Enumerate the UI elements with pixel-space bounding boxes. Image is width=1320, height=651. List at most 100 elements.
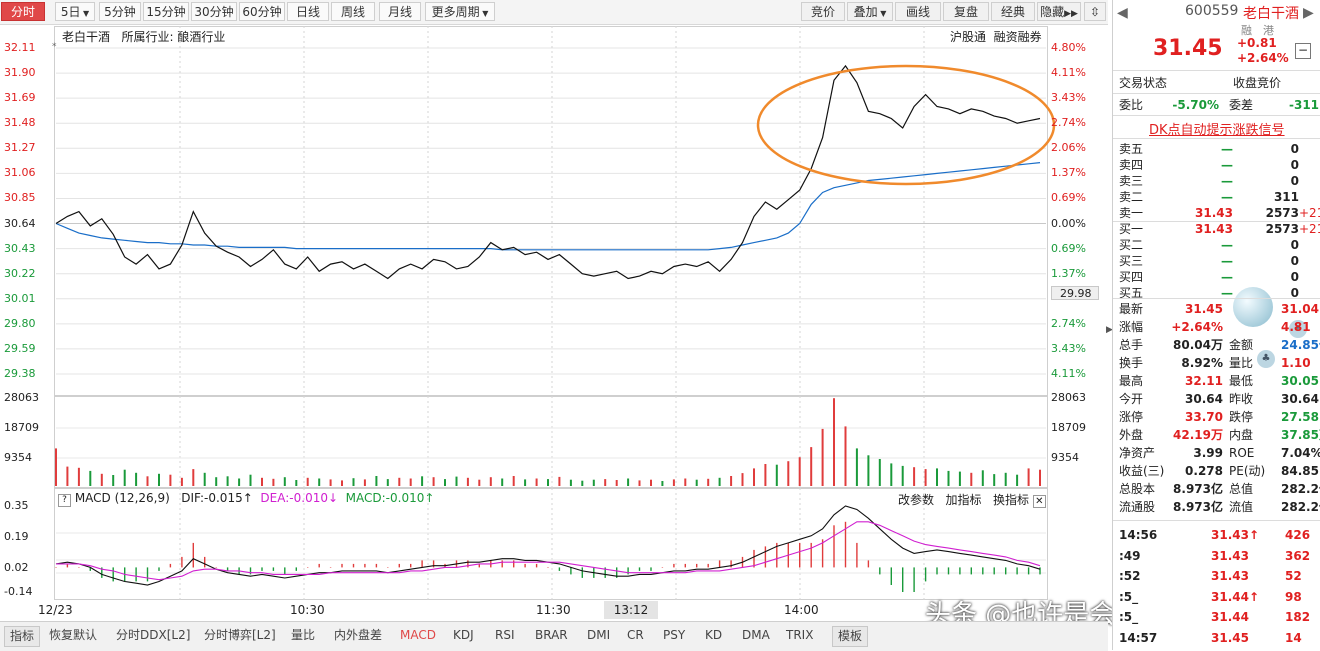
edit-params-button[interactable]: 改参数 xyxy=(898,493,935,507)
macd-bar xyxy=(890,567,892,585)
tab-template[interactable]: 模板 xyxy=(832,626,869,647)
macd-bar xyxy=(249,567,252,575)
price-change: +0.81 xyxy=(1237,36,1277,50)
stat-label: ROE xyxy=(1229,446,1255,460)
price-tick-left: 31.90 xyxy=(4,66,36,80)
volume-bar xyxy=(913,467,916,486)
stat-value: 31.04 xyxy=(1281,302,1319,316)
price-tick-left: 30.43 xyxy=(4,241,36,255)
buy-level-volume: 2573 xyxy=(1265,222,1299,236)
volume-bar xyxy=(261,477,263,486)
tab-daily[interactable]: 日线 xyxy=(287,2,329,21)
tab-cr[interactable]: CR xyxy=(627,628,644,642)
macd-bar xyxy=(867,560,870,568)
tab-psy[interactable]: PSY xyxy=(663,628,686,642)
macd-bar xyxy=(696,563,698,568)
hide-button[interactable]: 隐藏▶▶ xyxy=(1037,2,1081,21)
asterisk-icon: * xyxy=(52,42,57,52)
tab-dmi[interactable]: DMI xyxy=(587,628,611,642)
settings-icon[interactable]: ⇳ xyxy=(1084,2,1106,21)
tab-trix[interactable]: TRIX xyxy=(786,628,814,642)
tab-indicator[interactable]: 指标 xyxy=(4,626,41,647)
tab-restore-default[interactable]: 恢复默认 xyxy=(49,628,98,642)
tab-weekly[interactable]: 周线 xyxy=(331,2,375,21)
sell-level-volume: 311 xyxy=(1273,190,1299,204)
tab-game[interactable]: 分时博弈[L2] xyxy=(204,628,276,642)
macd-value: MACD:-0.010 xyxy=(345,491,425,505)
price-tick-right: 3.43% xyxy=(1051,341,1086,355)
stock-info-line: 老白干酒 所属行业: 酿酒行业 xyxy=(62,28,225,45)
price-tick-left: 31.48 xyxy=(4,116,36,130)
macd-bar xyxy=(1016,567,1018,575)
stat-label: 跌停 xyxy=(1229,410,1254,424)
tab-inner-outer[interactable]: 内外盘差 xyxy=(334,628,383,642)
tab-60min[interactable]: 60分钟 xyxy=(239,2,285,21)
help-icon[interactable]: ? xyxy=(58,494,71,507)
tab-ddx[interactable]: 分时DDX[L2] xyxy=(116,628,191,642)
buy-level-price: — xyxy=(1221,270,1233,284)
volume-bar xyxy=(569,479,572,486)
tag-margin[interactable]: 融资融券 xyxy=(993,30,1042,44)
tab-15min[interactable]: 15分钟 xyxy=(143,2,189,21)
draw-line-button[interactable]: 画线 xyxy=(895,2,941,21)
tab-kdj[interactable]: KDJ xyxy=(453,628,474,642)
macd-title: MACD (12,26,9) xyxy=(74,491,170,505)
close-icon[interactable]: ✕ xyxy=(1032,495,1046,508)
tab-5day[interactable]: 5日 ▼ xyxy=(55,2,95,21)
arrow-up-icon: ↑ xyxy=(424,491,435,505)
tab-fenshi[interactable]: 分时 xyxy=(1,2,45,21)
volume-bar xyxy=(821,428,824,486)
tab-5min[interactable]: 5分钟 xyxy=(99,2,141,21)
tab-more-periods[interactable]: 更多周期 ▼ xyxy=(425,2,495,21)
change-indicator-button[interactable]: 换指标 xyxy=(992,493,1029,507)
tick-price: 31.45 xyxy=(1211,630,1249,645)
volume-bar xyxy=(993,474,996,486)
tick-volume: 362 xyxy=(1285,548,1311,563)
price-tick-right: 4.80% xyxy=(1051,41,1086,54)
stat-value: 4.81 xyxy=(1281,320,1311,334)
replay-button[interactable]: 复盘 xyxy=(943,2,989,21)
tab-brar[interactable]: BRAR xyxy=(535,628,568,642)
tab-5day-label: 5日 xyxy=(60,5,81,19)
overlay-button[interactable]: 叠加 ▼ xyxy=(847,2,893,21)
tab-dma[interactable]: DMA xyxy=(742,628,770,642)
auction-button[interactable]: 竞价 xyxy=(801,2,845,21)
price-tick-right: 0.00% xyxy=(1051,216,1086,230)
volume-bar xyxy=(581,480,584,486)
volume-bar xyxy=(180,477,183,486)
price-tick-right: 2.74% xyxy=(1051,316,1086,330)
buy-level-volume: 0 xyxy=(1290,286,1299,300)
macd-bar xyxy=(673,563,675,568)
macd-bar xyxy=(112,567,114,582)
macd-bar xyxy=(627,567,629,575)
volume-bar xyxy=(661,481,664,486)
stat-label: 内盘 xyxy=(1229,428,1254,442)
plus-icon[interactable]: + xyxy=(1289,320,1307,338)
add-indicator-button[interactable]: 加指标 xyxy=(945,493,982,507)
volume-bar xyxy=(455,476,458,486)
tab-volume-ratio[interactable]: 量比 xyxy=(291,628,316,642)
floating-assistant-icon[interactable] xyxy=(1233,287,1273,327)
assistant-icon[interactable]: ♣ xyxy=(1257,350,1275,368)
minimize-icon[interactable]: − xyxy=(1295,43,1311,59)
tab-monthly[interactable]: 月线 xyxy=(379,2,421,21)
next-stock-icon[interactable]: ▶ xyxy=(1303,5,1314,21)
classic-button[interactable]: 经典 xyxy=(991,2,1035,21)
macd-bar xyxy=(982,567,984,575)
tab-rsi[interactable]: RSI xyxy=(495,628,515,642)
macd-bar xyxy=(295,567,297,571)
stat-label: 最高 xyxy=(1119,374,1144,388)
stat-label: 涨幅 xyxy=(1119,320,1144,334)
tab-kd[interactable]: KD xyxy=(705,628,723,642)
collapse-handle-icon[interactable]: ▶ xyxy=(1106,325,1113,335)
volume-bar xyxy=(66,466,69,486)
tab-macd[interactable]: MACD xyxy=(400,628,436,642)
info-industry-label: 所属行业: xyxy=(121,30,174,44)
prev-stock-icon[interactable]: ◀ xyxy=(1117,5,1128,21)
dk-signal-link[interactable]: DK点自动提示涨跌信号 xyxy=(1149,123,1285,138)
tab-30min[interactable]: 30分钟 xyxy=(191,2,237,21)
weibi-label: 委比 xyxy=(1119,98,1144,112)
macd-bar xyxy=(844,521,847,568)
tag-hugutong[interactable]: 沪股通 xyxy=(950,30,987,44)
price-chart-frame xyxy=(54,26,1048,396)
